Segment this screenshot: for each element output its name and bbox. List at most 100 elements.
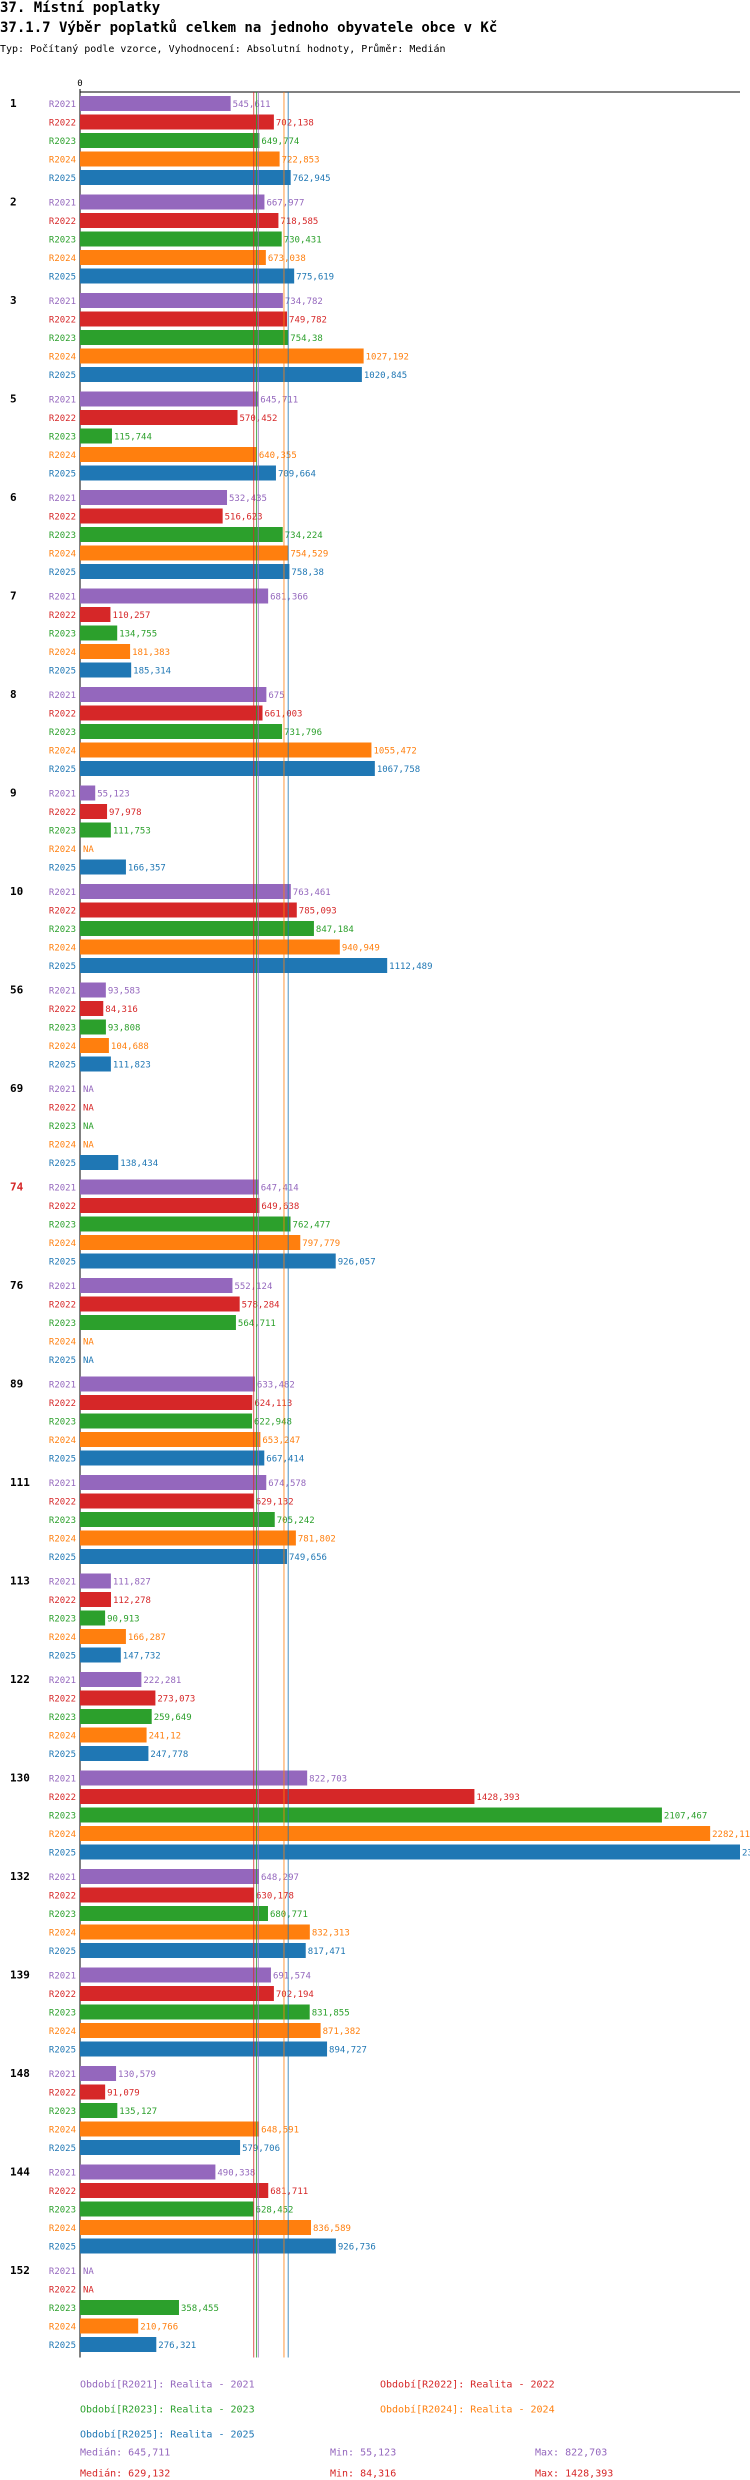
bar-R2022 [80, 410, 238, 425]
series-label: R2021 [49, 1775, 76, 1785]
group-111: 111 R2021 674,578 R2022 629,132 R2023 705,242 R… [10, 1475, 336, 1564]
bar-value-label: 1067,758 [377, 765, 420, 775]
bar-value-label: 624,113 [254, 1399, 292, 1409]
series-label: R2021 [49, 100, 76, 110]
bar-value-label: 166,357 [128, 864, 166, 874]
bar-R2025 [80, 564, 290, 579]
legend-item-R2023: Období[R2023]: Realita - 2023 [80, 2404, 255, 2416]
series-label: R2024 [49, 1141, 76, 1151]
bar-R2021 [80, 982, 106, 998]
stat-max-R2022: Max: 1428,393 [535, 2469, 613, 2480]
bar-value-label: 2282,119 [712, 1830, 750, 1840]
bar-R2025 [80, 2041, 328, 2057]
bar-value-label: 516,623 [225, 513, 263, 523]
bar-R2024 [80, 545, 289, 561]
bar-R2023 [80, 1807, 662, 1823]
bar-value-label: 681,366 [270, 593, 308, 603]
bar-value-label: 97,978 [109, 808, 142, 818]
bar-value-label: NA [83, 2267, 94, 2277]
group-label: 89 [10, 1378, 23, 1391]
bar-R2023 [80, 625, 118, 641]
legend-item-R2024: Období[R2024]: Realita - 2024 [380, 2404, 555, 2416]
bar-R2022 [80, 705, 263, 721]
series-label: R2025 [49, 470, 76, 480]
bar-R2022 [80, 1789, 475, 1804]
series-label: R2024 [49, 2323, 76, 2333]
series-label: R2024 [49, 451, 76, 461]
series-label: R2025 [49, 2243, 76, 2253]
bar-value-label: 754,529 [290, 550, 328, 560]
group-89: 89 R2021 633,482 R2022 624,113 R2023 622,948 R2… [10, 1376, 304, 1466]
series-label: R2023 [49, 1615, 76, 1625]
bar-value-label: 1055,472 [373, 747, 416, 757]
bar-R2023 [80, 724, 283, 739]
group-76: 76R2021552,124R2022578,284R2023564,711R2… [10, 1278, 280, 1366]
series-label: R2022 [49, 2187, 76, 2197]
bar-R2021 [80, 391, 259, 407]
bar-R2022 [80, 902, 297, 918]
bar-value-label: 667,414 [266, 1455, 304, 1465]
stat-min-R2021: Min: 55,123 [330, 2448, 396, 2459]
bar-value-label: NA [83, 1141, 94, 1151]
series-label: R2022 [49, 1005, 76, 1015]
bar-R2022 [80, 1986, 274, 2001]
bar-value-label: 817,471 [308, 1947, 346, 1957]
series-label: R2023 [49, 1812, 76, 1822]
bar-value-label: NA [83, 1085, 94, 1095]
series-label: R2025 [49, 1849, 76, 1859]
group-label: 9 [10, 787, 17, 800]
bar-value-label: 674,578 [268, 1479, 306, 1489]
legend-item-R2021: Období[R2021]: Realita - 2021 [80, 2379, 255, 2391]
group-8: 8R2021675R2022661,003R2023731,796R202410… [10, 687, 420, 776]
bar-R2021 [80, 96, 231, 111]
series-label: R2022 [49, 2089, 76, 2099]
group-10: 10 R2021 763,461 R2022 785,093 R2023 847,184 R2… [10, 884, 433, 973]
bar-R2022 [80, 1001, 104, 1016]
series-label: R2023 [49, 925, 76, 935]
series-label: R2025 [49, 1159, 76, 1169]
series-label: R2021 [49, 1184, 76, 1194]
bar-R2022 [80, 607, 111, 622]
bar-value-label: 649,774 [261, 137, 299, 147]
bar-value-label: 718,585 [280, 217, 318, 227]
bar-R2025 [80, 958, 388, 973]
series-label: R2024 [49, 1239, 76, 1249]
bar-R2024 [80, 2220, 312, 2235]
bar-value-label: 115,744 [114, 433, 152, 443]
bar-R2021 [80, 490, 228, 505]
bar-value-label: 653,247 [262, 1436, 300, 1446]
group-7: 7 R2021 681,366 R2022 110,257 R2023 134,755 R20… [10, 588, 308, 678]
bar-value-label: 822,703 [309, 1775, 347, 1785]
series-label: R2023 [49, 1024, 76, 1034]
series-label: R2023 [49, 433, 76, 443]
series-label: R2022 [49, 1793, 76, 1803]
bar-R2023 [80, 1709, 152, 1724]
group-label: 5 [10, 393, 17, 406]
bar-value-label: 730,431 [284, 236, 322, 246]
bar-value-label: 673,038 [268, 254, 306, 264]
bar-R2025 [80, 761, 375, 776]
series-label: R2021 [49, 1085, 76, 1095]
series-label: R2025 [49, 371, 76, 381]
bar-R2023 [80, 2201, 254, 2217]
chart-groups: 1 R2021 545,611 R2022 702,138 R2023 649,774 R20… [10, 96, 750, 2352]
bar-value-label: 490,338 [217, 2169, 255, 2179]
series-label: R2025 [49, 1258, 76, 1268]
bar-R2021 [80, 1869, 260, 1884]
series-label: R2023 [49, 1122, 76, 1132]
bar-value-label: 147,732 [123, 1652, 161, 1662]
bar-value-label: 111,827 [113, 1578, 151, 1588]
bar-R2021 [80, 1475, 267, 1490]
legend-item-R2022: Období[R2022]: Realita - 2022 [380, 2379, 555, 2391]
series-label: R2022 [49, 1104, 76, 1114]
group-132: 132 R2021 648,297 R2022 630,178 R2023 680,771 R… [10, 1869, 350, 1958]
bar-value-label: 702,138 [276, 119, 314, 129]
bar-value-label: 138,434 [120, 1159, 158, 1169]
group-9: 9 R2021 55,123 R2022 97,978 R2023 111,753 R2024… [10, 785, 166, 875]
bar-R2021 [80, 1770, 308, 1786]
chart-legend: Období[R2021]: Realita - 2021 Období[R202… [80, 2379, 555, 2441]
bar-R2025 [80, 662, 132, 678]
series-label: R2023 [49, 1713, 76, 1723]
bar-value-label: 111,823 [113, 1061, 151, 1071]
bar-value-label: 273,073 [157, 1695, 195, 1705]
